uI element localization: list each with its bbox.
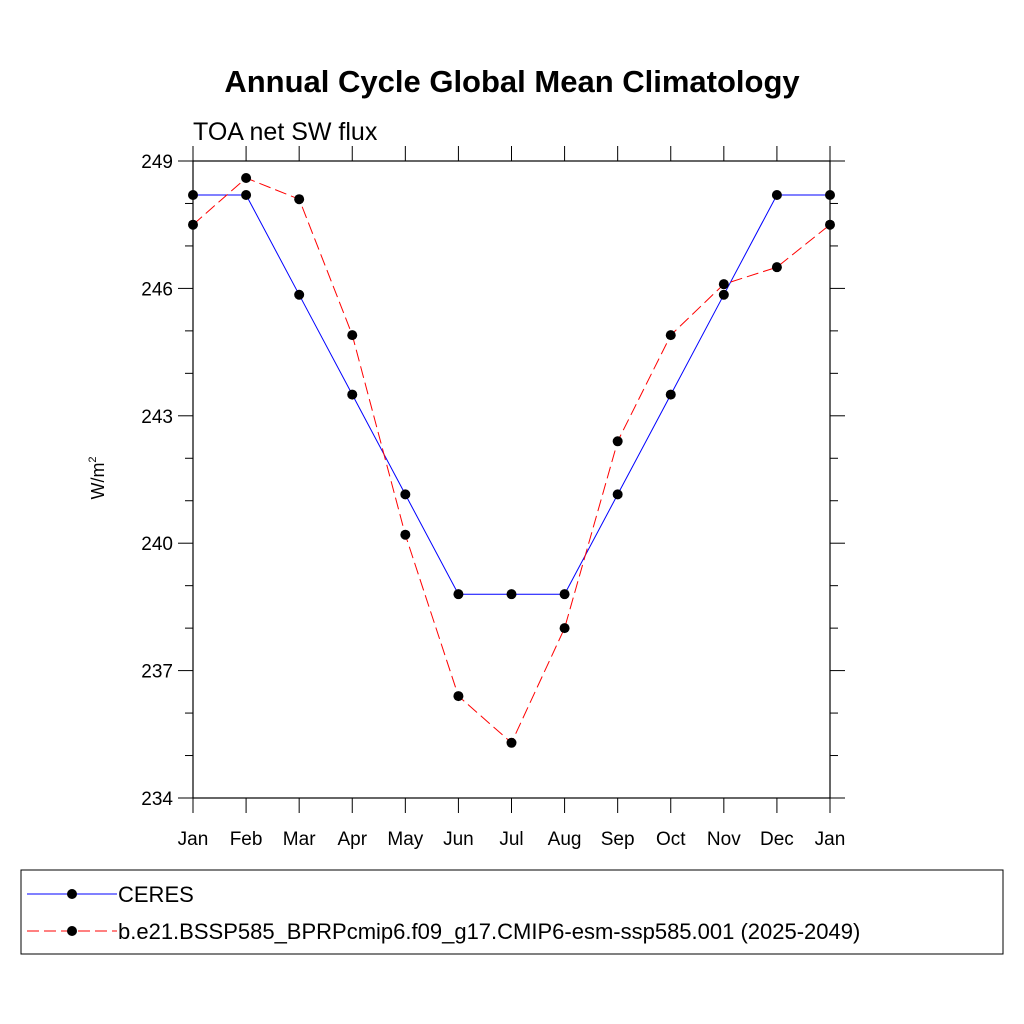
data-point <box>665 389 676 400</box>
y-tick-label: 249 <box>141 152 173 173</box>
y-tick-label: 234 <box>141 789 173 810</box>
x-tick-label: Feb <box>230 829 263 850</box>
legend-marker <box>67 889 77 899</box>
y-axis-label-unit: W/m <box>88 463 108 500</box>
data-point <box>294 194 305 205</box>
chart-title: Annual Cycle Global Mean Climatology <box>224 64 800 99</box>
series-1 <box>188 189 835 600</box>
data-point <box>825 189 835 200</box>
y-axis-label-group: W/m2 <box>87 456 108 499</box>
series-2 <box>188 172 835 748</box>
data-point <box>718 289 729 300</box>
data-point <box>400 489 411 500</box>
series-layer <box>188 172 835 748</box>
data-point <box>347 330 358 341</box>
x-tick-label: Mar <box>283 829 316 850</box>
y-tick-label: 240 <box>141 534 173 555</box>
data-point <box>453 691 464 702</box>
data-point <box>400 529 411 540</box>
x-tick-label: Sep <box>601 829 635 850</box>
x-tick-label: Aug <box>548 829 582 850</box>
x-axis: Jan Feb Mar Apr May Jun Jul Aug Sep Oct Nov Dec Jan <box>178 146 846 850</box>
x-tick-label: Jul <box>499 829 523 850</box>
data-point <box>665 330 676 341</box>
y-axis-label-exponent: 2 <box>87 456 99 462</box>
data-point <box>506 589 517 600</box>
data-point <box>559 623 570 634</box>
legend-marker <box>67 926 77 936</box>
x-tick-label: Jun <box>443 829 474 850</box>
legend-label: CERES <box>118 882 194 907</box>
y-tick-label: 243 <box>141 407 173 428</box>
data-point <box>453 589 464 600</box>
series-line <box>193 194 830 595</box>
data-point <box>241 189 252 200</box>
x-tick-label: Jan <box>178 829 209 850</box>
data-point <box>294 289 305 300</box>
data-point <box>188 189 198 200</box>
x-tick-label: Jan <box>815 829 846 850</box>
y-tick-label: 237 <box>141 662 173 683</box>
data-point <box>241 172 252 183</box>
series-line <box>192 177 831 744</box>
data-point <box>825 219 835 230</box>
x-tick-label: Dec <box>760 829 794 850</box>
x-tick-label: Apr <box>337 829 367 850</box>
legend-label: b.e21.BSSP585_BPRPcmip6.f09_g17.CMIP6-es… <box>118 919 860 944</box>
data-point <box>559 589 570 600</box>
plot-frame <box>192 160 831 799</box>
legend-box <box>20 869 1004 955</box>
data-point <box>771 189 782 200</box>
y-axis: 234 237 240 243 246 249 <box>141 152 845 810</box>
x-tick-label: Nov <box>707 829 741 850</box>
chart-subtitle: TOA net SW flux <box>193 118 378 146</box>
data-point <box>612 436 623 447</box>
data-point <box>771 262 782 273</box>
data-point <box>347 389 358 400</box>
data-point <box>188 219 198 230</box>
legend: CERES b.e21.BSSP585_BPRPcmip6.f09_g17.CMI… <box>27 882 860 944</box>
data-point <box>718 279 729 290</box>
data-point <box>612 489 623 500</box>
x-tick-label: May <box>387 829 423 850</box>
y-axis-label: W/m2 <box>87 456 108 499</box>
data-point <box>506 737 517 748</box>
x-tick-label: Oct <box>656 829 686 850</box>
y-tick-label: 246 <box>141 279 173 300</box>
